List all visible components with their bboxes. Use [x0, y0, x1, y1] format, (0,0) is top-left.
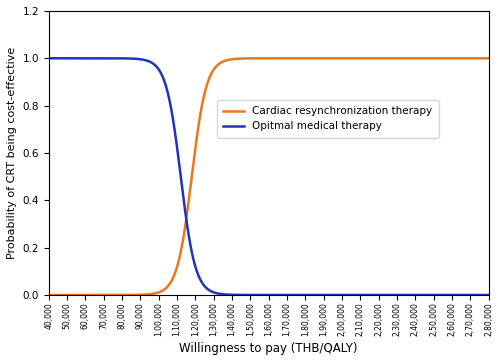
- X-axis label: Willingness to pay (THB/QALY): Willingness to pay (THB/QALY): [180, 342, 358, 355]
- Line: Opitmal medical therapy: Opitmal medical therapy: [49, 58, 488, 295]
- Cardiac resynchronization therapy: [310, 56, 316, 60]
- Opitmal medical therapy: [332, 293, 338, 297]
- Cardiac resynchronization therapy: [458, 56, 464, 60]
- Opitmal medical therapy: [46, 56, 52, 60]
- Opitmal medical therapy: [408, 293, 414, 297]
- Cardiac resynchronization therapy: [126, 293, 132, 297]
- Legend: Cardiac resynchronization therapy, Opitmal medical therapy: Cardiac resynchronization therapy, Opitm…: [216, 100, 438, 138]
- Opitmal medical therapy: [214, 291, 220, 295]
- Cardiac resynchronization therapy: [214, 64, 220, 68]
- Cardiac resynchronization therapy: [486, 56, 492, 60]
- Opitmal medical therapy: [310, 293, 316, 297]
- Opitmal medical therapy: [486, 293, 492, 297]
- Y-axis label: Probability of CRT being cost-effective: Probability of CRT being cost-effective: [7, 47, 17, 259]
- Cardiac resynchronization therapy: [408, 56, 414, 60]
- Opitmal medical therapy: [374, 293, 380, 297]
- Cardiac resynchronization therapy: [332, 56, 338, 60]
- Opitmal medical therapy: [447, 293, 453, 297]
- Opitmal medical therapy: [126, 56, 132, 61]
- Cardiac resynchronization therapy: [46, 293, 52, 297]
- Cardiac resynchronization therapy: [374, 56, 380, 60]
- Line: Cardiac resynchronization therapy: Cardiac resynchronization therapy: [49, 58, 488, 295]
